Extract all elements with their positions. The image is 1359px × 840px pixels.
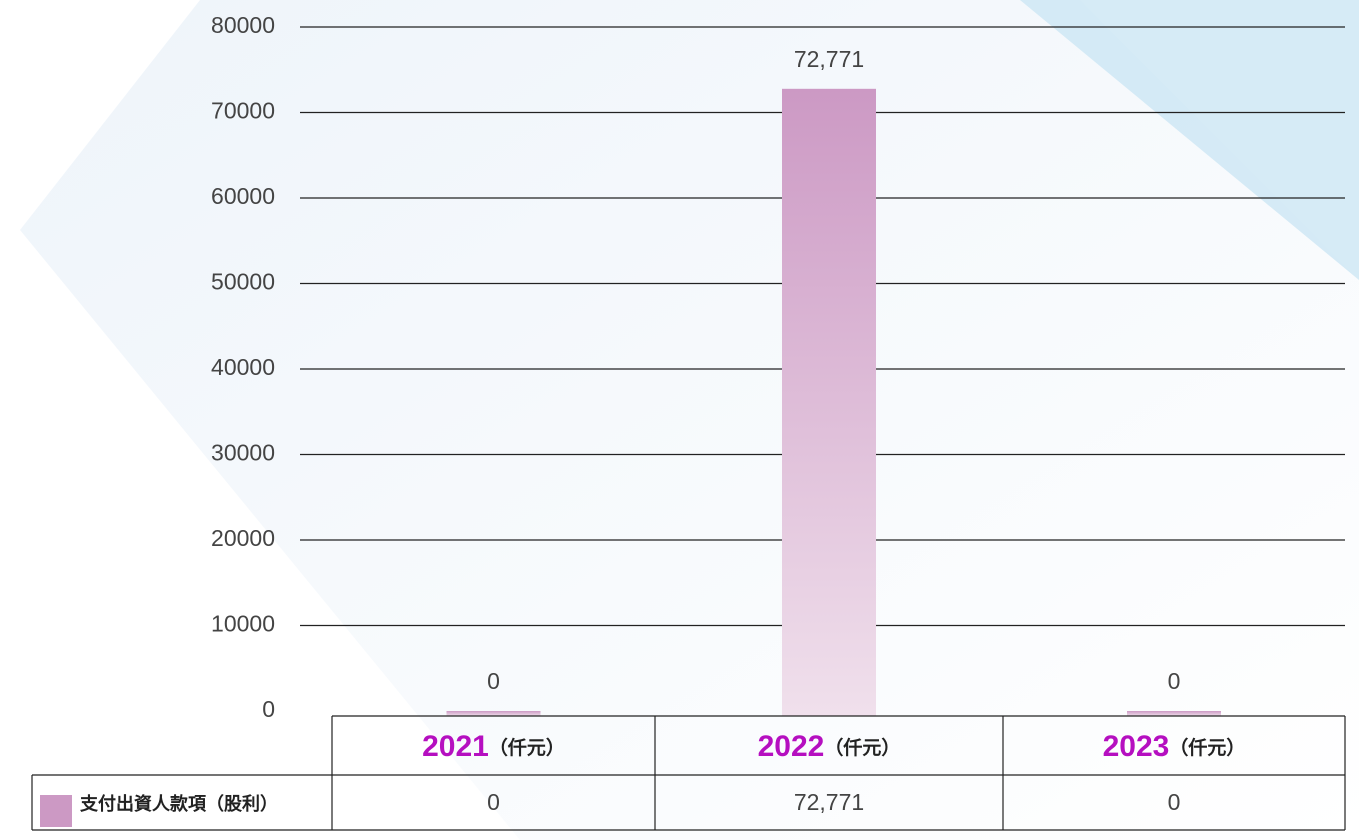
y-tick-label: 10000	[211, 611, 275, 637]
legend-swatch	[40, 795, 72, 827]
table-value: 0	[1168, 789, 1181, 815]
table-value: 72,771	[794, 789, 864, 815]
bar	[782, 88, 876, 716]
data-label: 72,771	[794, 46, 864, 72]
y-tick-label: 80000	[211, 12, 275, 38]
y-tick-label: 50000	[211, 269, 275, 295]
y-tick-label: 70000	[211, 98, 275, 124]
background-shape	[20, 0, 1359, 840]
data-table	[31, 715, 1346, 831]
column-header: 2023（仟元）	[1103, 730, 1246, 763]
legend-label: 支付出資人款項（股利）	[79, 793, 278, 815]
data-label: 0	[1168, 668, 1181, 694]
y-tick-label: 60000	[211, 183, 275, 209]
category-label: 2023	[1103, 730, 1170, 763]
column-header: 2022（仟元）	[758, 730, 901, 763]
bar	[446, 711, 541, 716]
background-accent	[1020, 0, 1359, 280]
bar	[1127, 711, 1221, 716]
category-label: 2021	[422, 730, 489, 763]
column-header: 2021（仟元）	[422, 730, 565, 763]
y-tick-label: 0	[262, 696, 275, 722]
unit-label: （仟元）	[489, 736, 565, 759]
y-tick-label: 40000	[211, 354, 275, 380]
unit-label: （仟元）	[824, 736, 900, 759]
category-label: 2022	[758, 730, 825, 763]
unit-label: （仟元）	[1169, 736, 1245, 759]
table-value: 0	[487, 789, 500, 815]
data-label: 0	[487, 668, 500, 694]
y-tick-label: 20000	[211, 525, 275, 551]
y-tick-label: 30000	[211, 440, 275, 466]
